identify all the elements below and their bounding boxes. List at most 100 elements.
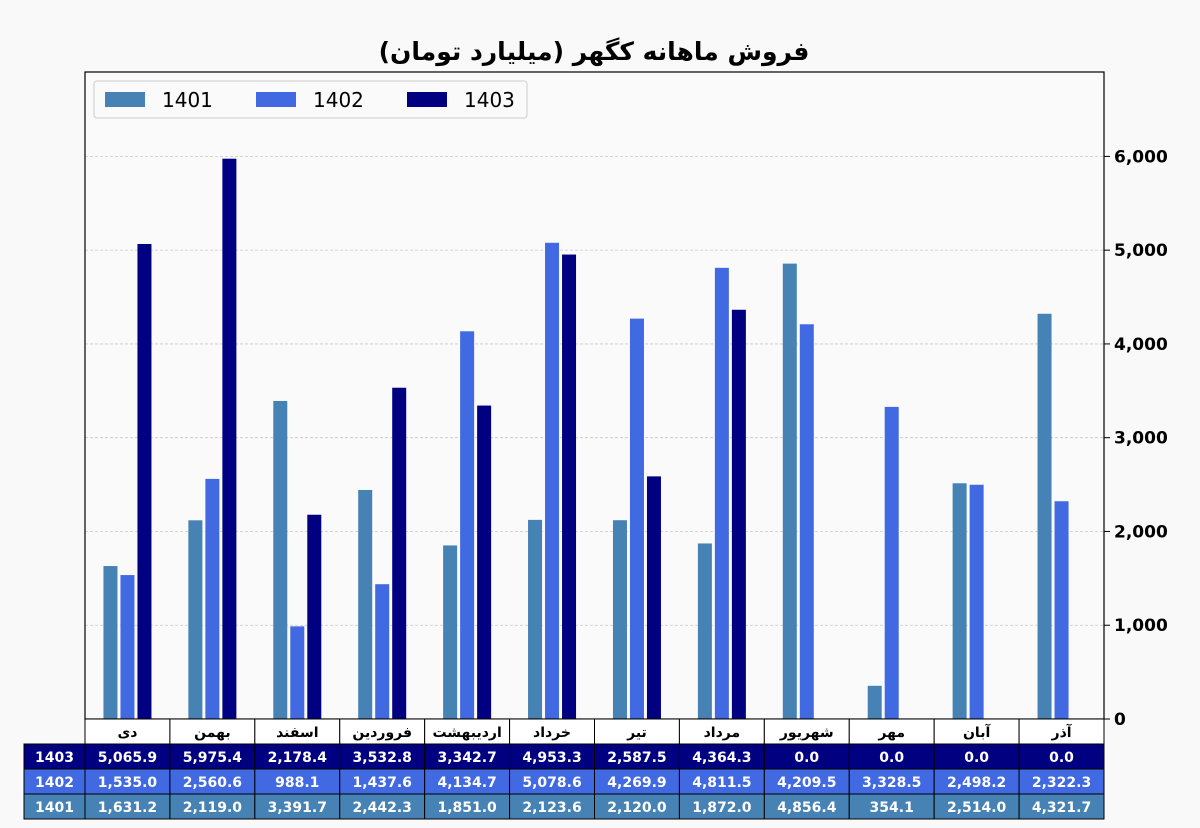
bar-1402-4 (460, 331, 475, 719)
table-cell-value: 2,119.0 (183, 800, 243, 816)
table-cell-value: 4,321.7 (1032, 800, 1091, 816)
table-cell-value: 2,587.5 (607, 750, 666, 766)
table-cell-value: 4,953.3 (522, 750, 581, 766)
bar-1401-0 (103, 566, 118, 719)
data-table: دی بهمن اسفند فروردین اردیبهشت خرداد تیر مرداد ش… (23, 718, 1105, 820)
table-cell-value: 4,364.3 (692, 750, 751, 766)
legend-label-1401: 1401 (162, 88, 213, 112)
table-cell (933, 768, 1020, 795)
category-label: تیر (626, 725, 647, 741)
category-label: اردیبهشت (432, 725, 501, 741)
table-cell-value: 5,975.4 (183, 750, 243, 766)
table-cell-value: 2,498.2 (947, 775, 1006, 791)
table-row-label: 1403 (35, 750, 74, 766)
table-cell-value: 0.0 (794, 750, 819, 766)
legend-swatch-1401 (105, 92, 145, 107)
bar-1401-9 (867, 685, 882, 719)
bar-1401-8 (782, 263, 797, 719)
table-cell-value: 3,328.5 (862, 775, 921, 791)
table-cell-value: 0.0 (879, 750, 904, 766)
category-label: مرداد (704, 725, 741, 741)
table-cell (424, 743, 511, 770)
table-cell (933, 743, 1020, 770)
table-cell-value: 0.0 (964, 750, 989, 766)
bar-1402-8 (799, 324, 814, 719)
table-cell-value: 1,851.0 (437, 800, 497, 816)
category-label: فروردین (352, 725, 412, 741)
table-cell (678, 768, 765, 795)
y-tick-label: 3,000 (1114, 429, 1168, 449)
bar-1402-7 (714, 267, 729, 719)
legend-swatch-1403 (407, 92, 447, 107)
table-header-cell (848, 718, 935, 745)
bar-1401-3 (358, 489, 373, 719)
bar-1402-1 (205, 478, 220, 719)
bar-1402-11 (1054, 501, 1069, 719)
table-cell-value: 2,123.6 (522, 800, 581, 816)
legend-label-1403: 1403 (464, 88, 515, 112)
category-label: آبان (963, 723, 991, 741)
table-cell (254, 793, 341, 820)
category-label: مهر (877, 725, 905, 741)
category-label: آذر (1051, 723, 1073, 741)
legend-frame (93, 80, 528, 119)
bar-1401-1 (188, 520, 203, 719)
table-cell (763, 743, 850, 770)
bar-1403-3 (392, 387, 407, 719)
bar-1402-5 (545, 242, 560, 719)
table-cell (169, 743, 256, 770)
table-header-cell (1018, 718, 1105, 745)
table-cell (594, 793, 680, 820)
table-cell-value: 2,514.0 (947, 800, 1007, 816)
bar-1401-4 (443, 545, 458, 719)
table-cell-value: 3,532.8 (353, 750, 412, 766)
table-cell (763, 793, 850, 820)
table-cell (424, 793, 511, 820)
y-tick-label: 5,000 (1114, 241, 1168, 261)
bar-1403-4 (477, 405, 492, 719)
y-axis: 0 1,000 2,000 3,000 4,000 5,000 6,000 (1104, 147, 1168, 730)
bar-1401-7 (697, 543, 712, 719)
category-label: شهریور (779, 725, 834, 741)
table-cell (169, 793, 256, 820)
table-cell-value: 2,120.0 (607, 800, 667, 816)
bar-1402-3 (375, 584, 390, 719)
table-cell (1018, 743, 1105, 770)
table-row-label: 1402 (35, 775, 74, 791)
bar-1401-6 (612, 520, 627, 719)
table-cell (84, 743, 171, 770)
bar-1401-2 (273, 400, 288, 719)
table-cell-value: 4,811.5 (692, 775, 751, 791)
category-label: دی (117, 725, 137, 741)
table-cell-value: 988.1 (275, 775, 319, 791)
category-label: خرداد (533, 725, 571, 741)
table-cell-value: 4,209.5 (777, 775, 836, 791)
table-cell (848, 743, 935, 770)
chart-title: فروش ماهانه کگهر (میلیارد تومان) (379, 37, 810, 67)
table-cell (509, 793, 596, 820)
bar-1402-2 (290, 626, 305, 719)
table-cell-value: 3,391.7 (268, 800, 327, 816)
bars (103, 158, 1069, 719)
table-cell-value: 4,269.9 (607, 775, 666, 791)
table-cell-value: 0.0 (1049, 750, 1074, 766)
y-tick-label: 6,000 (1114, 147, 1168, 167)
table-cell-value: 1,535.0 (98, 775, 158, 791)
table-cell-value: 5,078.6 (522, 775, 581, 791)
legend-swatch-1402 (256, 92, 296, 107)
table-cell-value: 5,065.9 (98, 750, 157, 766)
bar-1403-1 (222, 158, 237, 719)
table-cell (1018, 768, 1105, 795)
table-header-cell (339, 718, 426, 745)
table-cell (594, 743, 680, 770)
bar-1401-11 (1037, 313, 1052, 719)
table-cell-value: 2,560.6 (183, 775, 242, 791)
table-cell (1018, 793, 1105, 820)
table-cell-value: 1,631.2 (98, 800, 157, 816)
bar-1403-2 (307, 514, 322, 719)
bar-1403-5 (562, 254, 577, 719)
table-header-cell (84, 718, 171, 745)
bar-1402-9 (884, 406, 899, 719)
table-cell-value: 354.1 (870, 800, 914, 816)
